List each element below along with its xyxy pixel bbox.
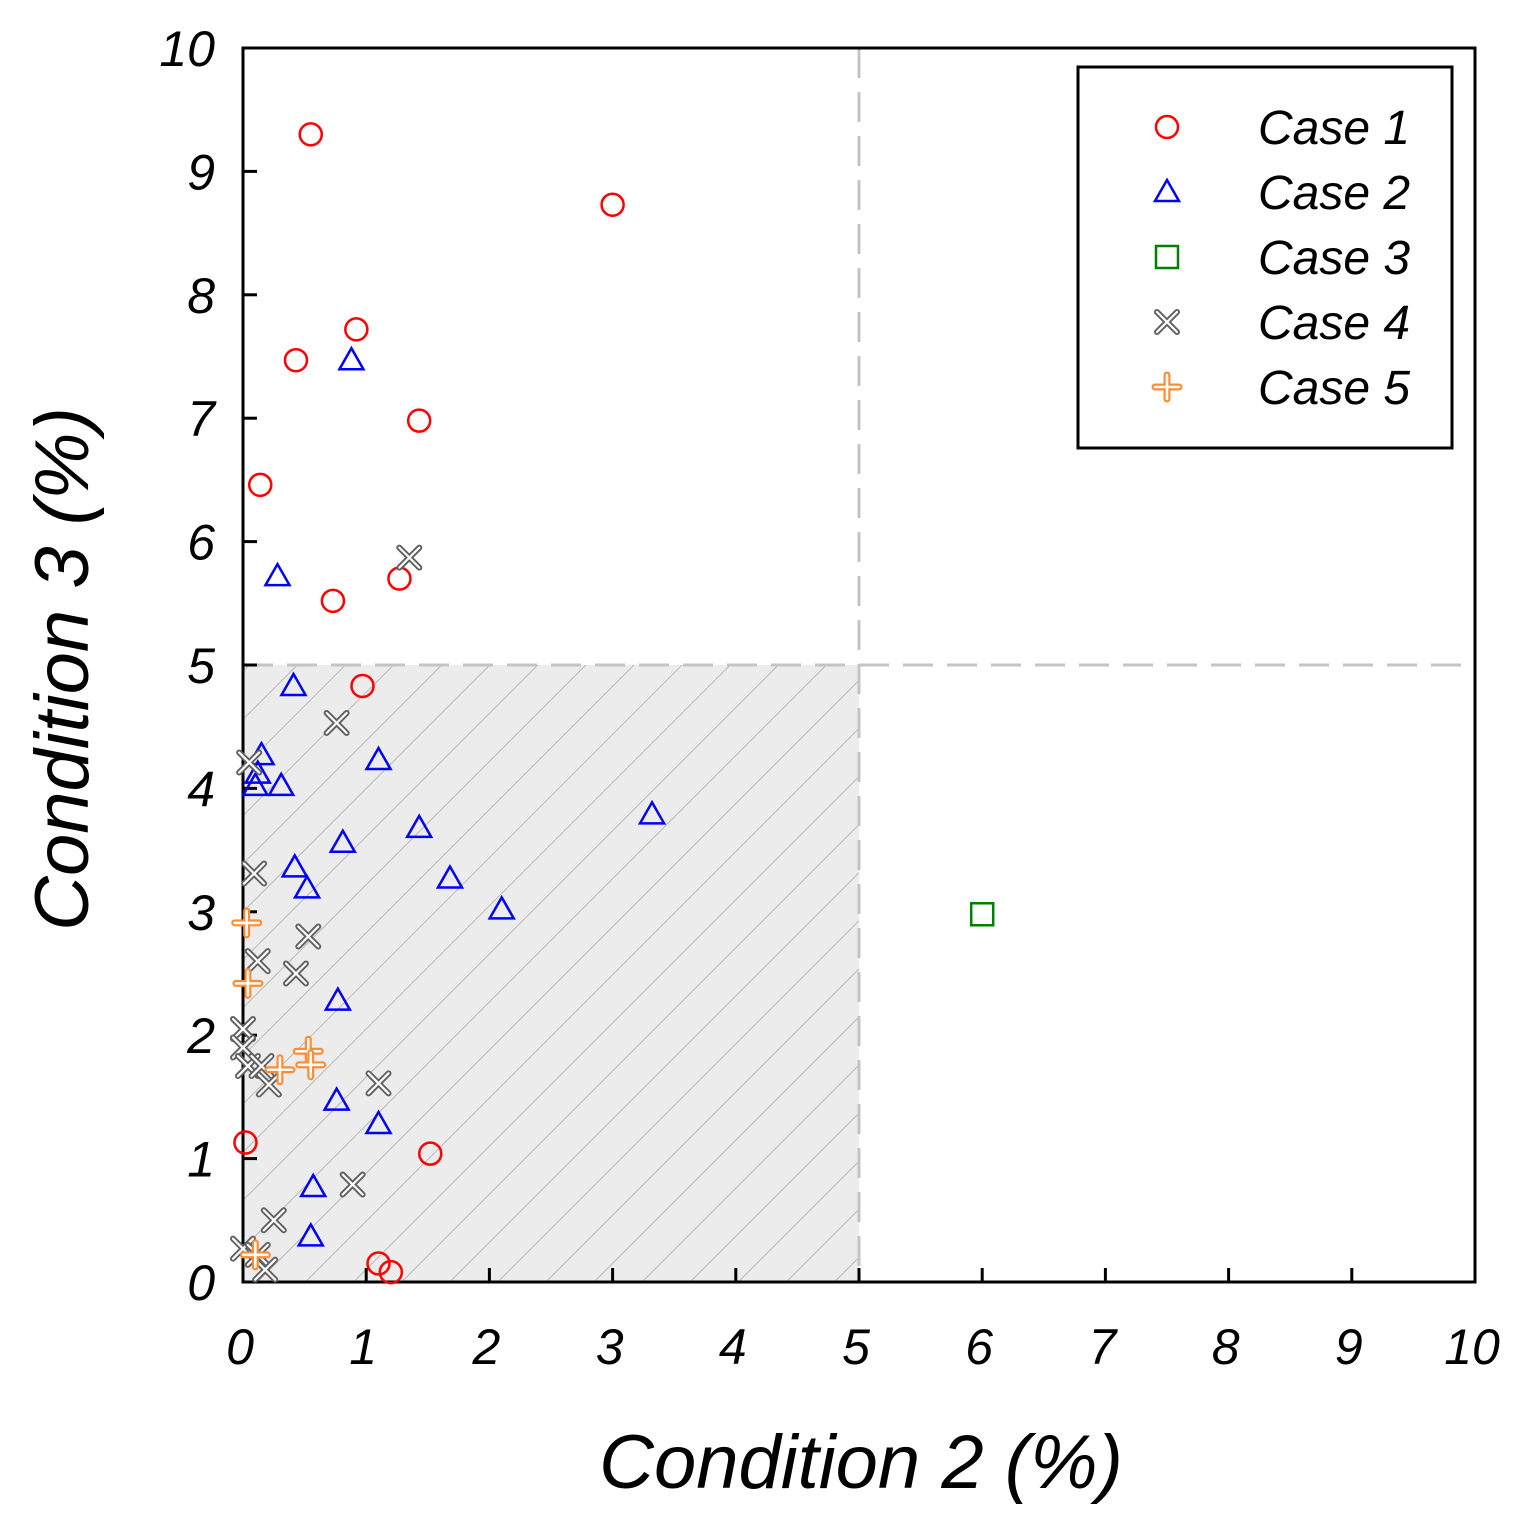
y-tick-label: 3 [187, 885, 215, 941]
legend-label: Case 3 [1258, 232, 1410, 285]
case-4-point-inner [367, 1072, 390, 1095]
legend-item: Case 4 [1154, 297, 1410, 350]
case-2-point [267, 771, 296, 797]
case-1-point [247, 472, 273, 498]
legend-label: Case 2 [1258, 167, 1410, 220]
x-tick-label: 7 [1088, 1319, 1118, 1375]
y-tick-label: 6 [187, 515, 215, 571]
case-1-point [344, 317, 369, 342]
case-5-point-inner [297, 1051, 325, 1079]
case-2-point [243, 759, 272, 784]
case-2-point [263, 561, 292, 587]
legend-marker-case-4-inner [1155, 310, 1179, 334]
y-axis: 0 1 2 3 4 5 6 7 8 9 10 [159, 21, 257, 1311]
legend-item: Case 2 [1152, 167, 1410, 220]
legend-marker-case-1 [1154, 114, 1180, 140]
y-axis-title: Condition 3 (%) [20, 407, 105, 931]
case-4-point-inner [325, 711, 348, 735]
legend-item: Case 3 [1154, 232, 1410, 285]
case-1-point [600, 192, 625, 217]
x-tick-label: 5 [842, 1319, 870, 1375]
legend: Case 1 Case 2 Case 3 Case 4 Case 5 [1076, 65, 1454, 450]
case-2-point [328, 828, 357, 853]
legend-box [1076, 65, 1454, 450]
case-3-point [969, 902, 995, 927]
series-case-5 [231, 907, 327, 1271]
case-2-point [296, 1221, 325, 1247]
y-tick-label: 1 [187, 1132, 215, 1188]
x-axis-title: Condition 2 (%) [599, 1420, 1123, 1505]
case-4-point-inner [246, 950, 269, 973]
x-tick-label: 9 [1335, 1319, 1363, 1375]
case-1-point [320, 588, 346, 614]
x-tick-label: 10 [1444, 1319, 1500, 1375]
x-tick-label: 2 [471, 1319, 500, 1375]
case-1-point [350, 673, 375, 699]
y-tick-label: 5 [187, 638, 215, 694]
case-5-point-inner [233, 909, 260, 937]
case-2-point [323, 986, 353, 1011]
series-case-2 [241, 345, 667, 1247]
data-points [230, 122, 995, 1285]
case-1-point [283, 347, 309, 373]
x-tick-label: 4 [719, 1319, 747, 1375]
x-tick-label: 3 [596, 1319, 624, 1375]
y-tick-label: 10 [159, 21, 215, 77]
case-2-point [364, 745, 393, 771]
legend-marker-case-3 [1154, 244, 1180, 270]
case-4-point-inner [231, 1017, 255, 1041]
shaded-region-hatch [243, 665, 859, 1282]
x-tick-label: 8 [1212, 1319, 1240, 1375]
case-1-point [366, 1251, 391, 1276]
x-tick-label: 1 [349, 1319, 377, 1375]
x-axis: 0 1 2 3 4 5 6 7 8 9 10 [226, 1268, 1500, 1375]
case-1-point [298, 122, 324, 147]
case-4-point-inner [297, 925, 320, 948]
case-2-point [405, 813, 434, 839]
case-4-point-inner [238, 751, 261, 774]
case-2-point [279, 671, 308, 697]
legend-marker-case-5-inner [1153, 373, 1181, 401]
legend-label: Case 5 [1258, 362, 1410, 415]
case-4-point-inner [242, 862, 266, 885]
case-2-point [364, 1109, 393, 1135]
case-1-point [418, 1141, 443, 1166]
case-2-point [299, 1172, 328, 1198]
y-tick-label: 0 [187, 1255, 215, 1311]
case-2-point [637, 799, 667, 825]
legend-item: Case 5 [1151, 362, 1410, 415]
case-5-point-inner [234, 970, 262, 997]
y-tick-label: 2 [186, 1008, 215, 1064]
legend-item: Case 1 [1154, 102, 1410, 155]
legend-label: Case 4 [1258, 297, 1410, 350]
series-case-3 [969, 902, 995, 927]
case-4-point-inner [257, 1073, 280, 1096]
case-4-point-inner [398, 546, 421, 569]
case-4-point-inner [262, 1209, 285, 1232]
y-tick-label: 8 [187, 268, 215, 324]
case-2-point [435, 863, 465, 889]
case-2-point [280, 852, 309, 878]
case-1-point [406, 408, 432, 433]
case-2-point [322, 1086, 351, 1111]
case-1-point [233, 1130, 258, 1155]
case-5-point-inner [266, 1056, 294, 1084]
x-tick-label: 0 [226, 1319, 254, 1375]
x-tick-label: 6 [965, 1319, 993, 1375]
case-2-point [337, 345, 366, 371]
legend-label: Case 1 [1258, 102, 1410, 155]
case-4-point-inner [284, 962, 308, 985]
case-1-point [378, 1259, 404, 1285]
case-2-point [241, 771, 270, 797]
case-5-point-inner [242, 1241, 269, 1269]
y-tick-label: 4 [187, 761, 215, 817]
y-tick-label: 7 [187, 391, 217, 447]
case-1-point [387, 566, 412, 591]
case-2-point [487, 894, 516, 920]
y-tick-label: 9 [187, 144, 215, 200]
case-4-point-inner [341, 1173, 364, 1196]
case-2-point [292, 873, 322, 899]
legend-marker-case-2 [1152, 177, 1182, 203]
